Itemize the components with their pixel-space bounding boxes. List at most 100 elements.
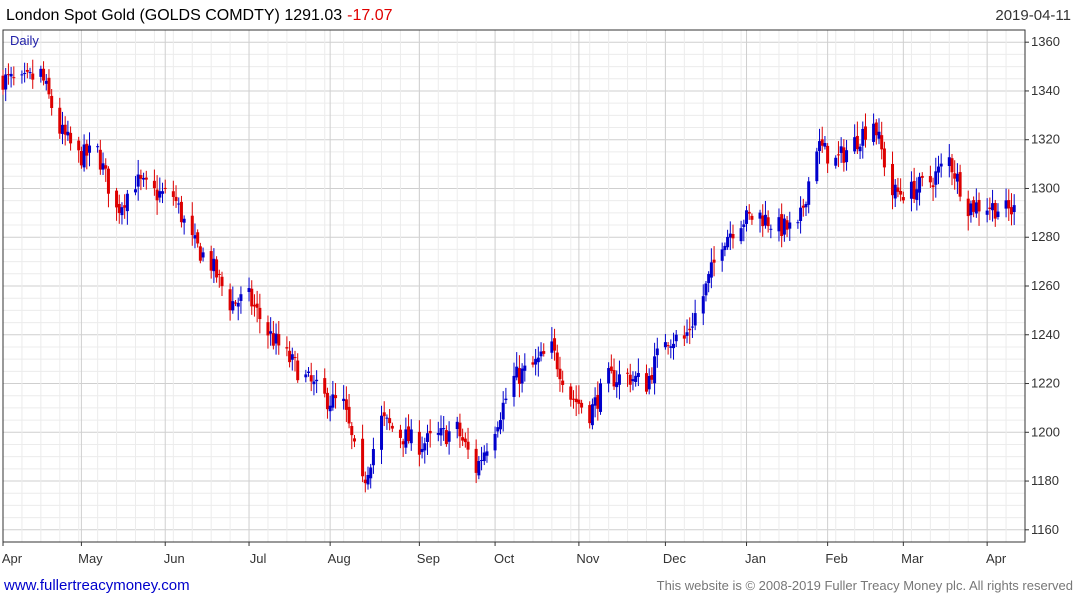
candle-body-up: [125, 193, 129, 212]
candle-body-up: [763, 214, 767, 226]
candle-body-down: [666, 345, 670, 347]
candle-body-down: [255, 303, 259, 308]
candle-body-down: [463, 438, 467, 443]
candle-body-down: [309, 375, 313, 382]
candle-body-up: [161, 191, 165, 194]
candle-body-down: [612, 370, 616, 387]
candle-body-down: [63, 124, 67, 135]
candle-body-up: [536, 357, 540, 363]
candle-body-down: [123, 205, 127, 208]
website-link[interactable]: www.fullertreacymoney.com: [3, 577, 190, 594]
candle-body-down: [250, 288, 254, 307]
candle-body-down: [731, 233, 735, 239]
candle-body-down: [352, 438, 356, 442]
candle-body-up: [307, 371, 311, 373]
x-tick-label: May: [78, 551, 103, 566]
candle-body-up: [858, 146, 862, 152]
candle-body-up: [380, 415, 384, 450]
candle-body-down: [293, 357, 297, 359]
candle-body-up: [239, 294, 243, 301]
candle-body-up: [39, 68, 43, 77]
candle-body-up: [823, 142, 827, 147]
candle-body-down: [891, 163, 895, 196]
candle-body-down: [361, 438, 365, 477]
candle-body-down: [171, 191, 175, 197]
candle-body-up: [607, 368, 611, 384]
candle-body-up: [915, 189, 919, 200]
candle-body-down: [953, 173, 957, 179]
candle-body-up: [617, 374, 621, 385]
candle-body-up: [193, 235, 197, 239]
candle-body-down: [258, 307, 262, 320]
period-label: Daily: [10, 33, 39, 48]
candle-body-down: [390, 425, 394, 429]
candle-body-up: [804, 204, 808, 208]
candle-body-up: [909, 181, 913, 199]
candle-body-up: [371, 449, 375, 466]
candle-body-down: [899, 190, 903, 195]
y-tick-label: 1200: [1031, 424, 1060, 439]
candle-body-up: [447, 431, 451, 442]
candle-body-up: [996, 211, 1000, 217]
candle-body-down: [950, 158, 954, 173]
candle-body-up: [723, 245, 727, 251]
candle-body-up: [653, 356, 657, 384]
candle-body-down: [531, 362, 535, 365]
candle-body-down: [31, 73, 35, 80]
candle-body-up: [701, 296, 705, 314]
y-tick-label: 1320: [1031, 132, 1060, 147]
candle-body-up: [974, 202, 978, 214]
y-axis: 1160 1180 1200 1220 1240 1260 1280 1300 1320 1340…: [1025, 34, 1060, 537]
candle-body-up: [436, 432, 440, 435]
candle-body-down: [144, 177, 148, 180]
x-tick-label: Sep: [417, 551, 440, 566]
candle-body-down: [580, 402, 584, 408]
x-tick-label: Apr: [986, 551, 1007, 566]
candle-body-up: [133, 189, 137, 193]
candle-body-up: [674, 334, 678, 342]
candle-body-up: [404, 429, 408, 448]
candle-body-down: [571, 398, 575, 400]
candle-body-down: [577, 399, 581, 404]
candle-body-up: [439, 428, 443, 436]
candle-body-up: [290, 354, 294, 360]
candle-body-up: [498, 420, 502, 430]
candle-body-up: [82, 144, 86, 168]
candle-body-down: [58, 107, 62, 134]
candle-body-up: [969, 203, 973, 216]
candle-body-down: [461, 437, 465, 441]
candle-body-down: [344, 399, 348, 410]
candle-body-up: [366, 474, 370, 485]
candle-body-up: [515, 366, 519, 378]
candle-body-down: [882, 148, 886, 168]
candle-body-down: [296, 360, 300, 381]
y-tick-label: 1160: [1031, 522, 1059, 537]
candle-body-down: [6, 74, 10, 76]
y-tick-label: 1360: [1031, 34, 1060, 49]
candle-body-up: [485, 451, 489, 456]
candle-body-up: [315, 379, 319, 382]
candle-body-down: [801, 205, 805, 208]
candlesticks: [1, 59, 1016, 493]
candle-body-up: [442, 428, 446, 430]
candle-body-down: [958, 172, 962, 197]
candle-body-down: [747, 211, 751, 214]
candle-body-down: [928, 176, 932, 183]
candle-body-up: [136, 174, 140, 187]
candle-body-down: [163, 187, 167, 189]
candle-body-down: [1007, 200, 1011, 209]
candle-body-up: [20, 74, 24, 76]
candle-body-up: [599, 383, 603, 412]
candle-body-up: [158, 191, 162, 198]
candle-body-down: [712, 259, 716, 263]
candle-body-down: [977, 199, 981, 212]
candle-body-down: [842, 147, 846, 163]
candle-body-down: [79, 150, 83, 166]
candle-body-down: [896, 187, 900, 192]
candle-body-down: [215, 259, 219, 278]
candle-body-down: [766, 217, 770, 227]
candle-body-up: [818, 141, 822, 152]
candle-body-up: [493, 433, 497, 451]
candle-body-down: [220, 276, 224, 287]
candle-body-up: [1012, 205, 1016, 213]
